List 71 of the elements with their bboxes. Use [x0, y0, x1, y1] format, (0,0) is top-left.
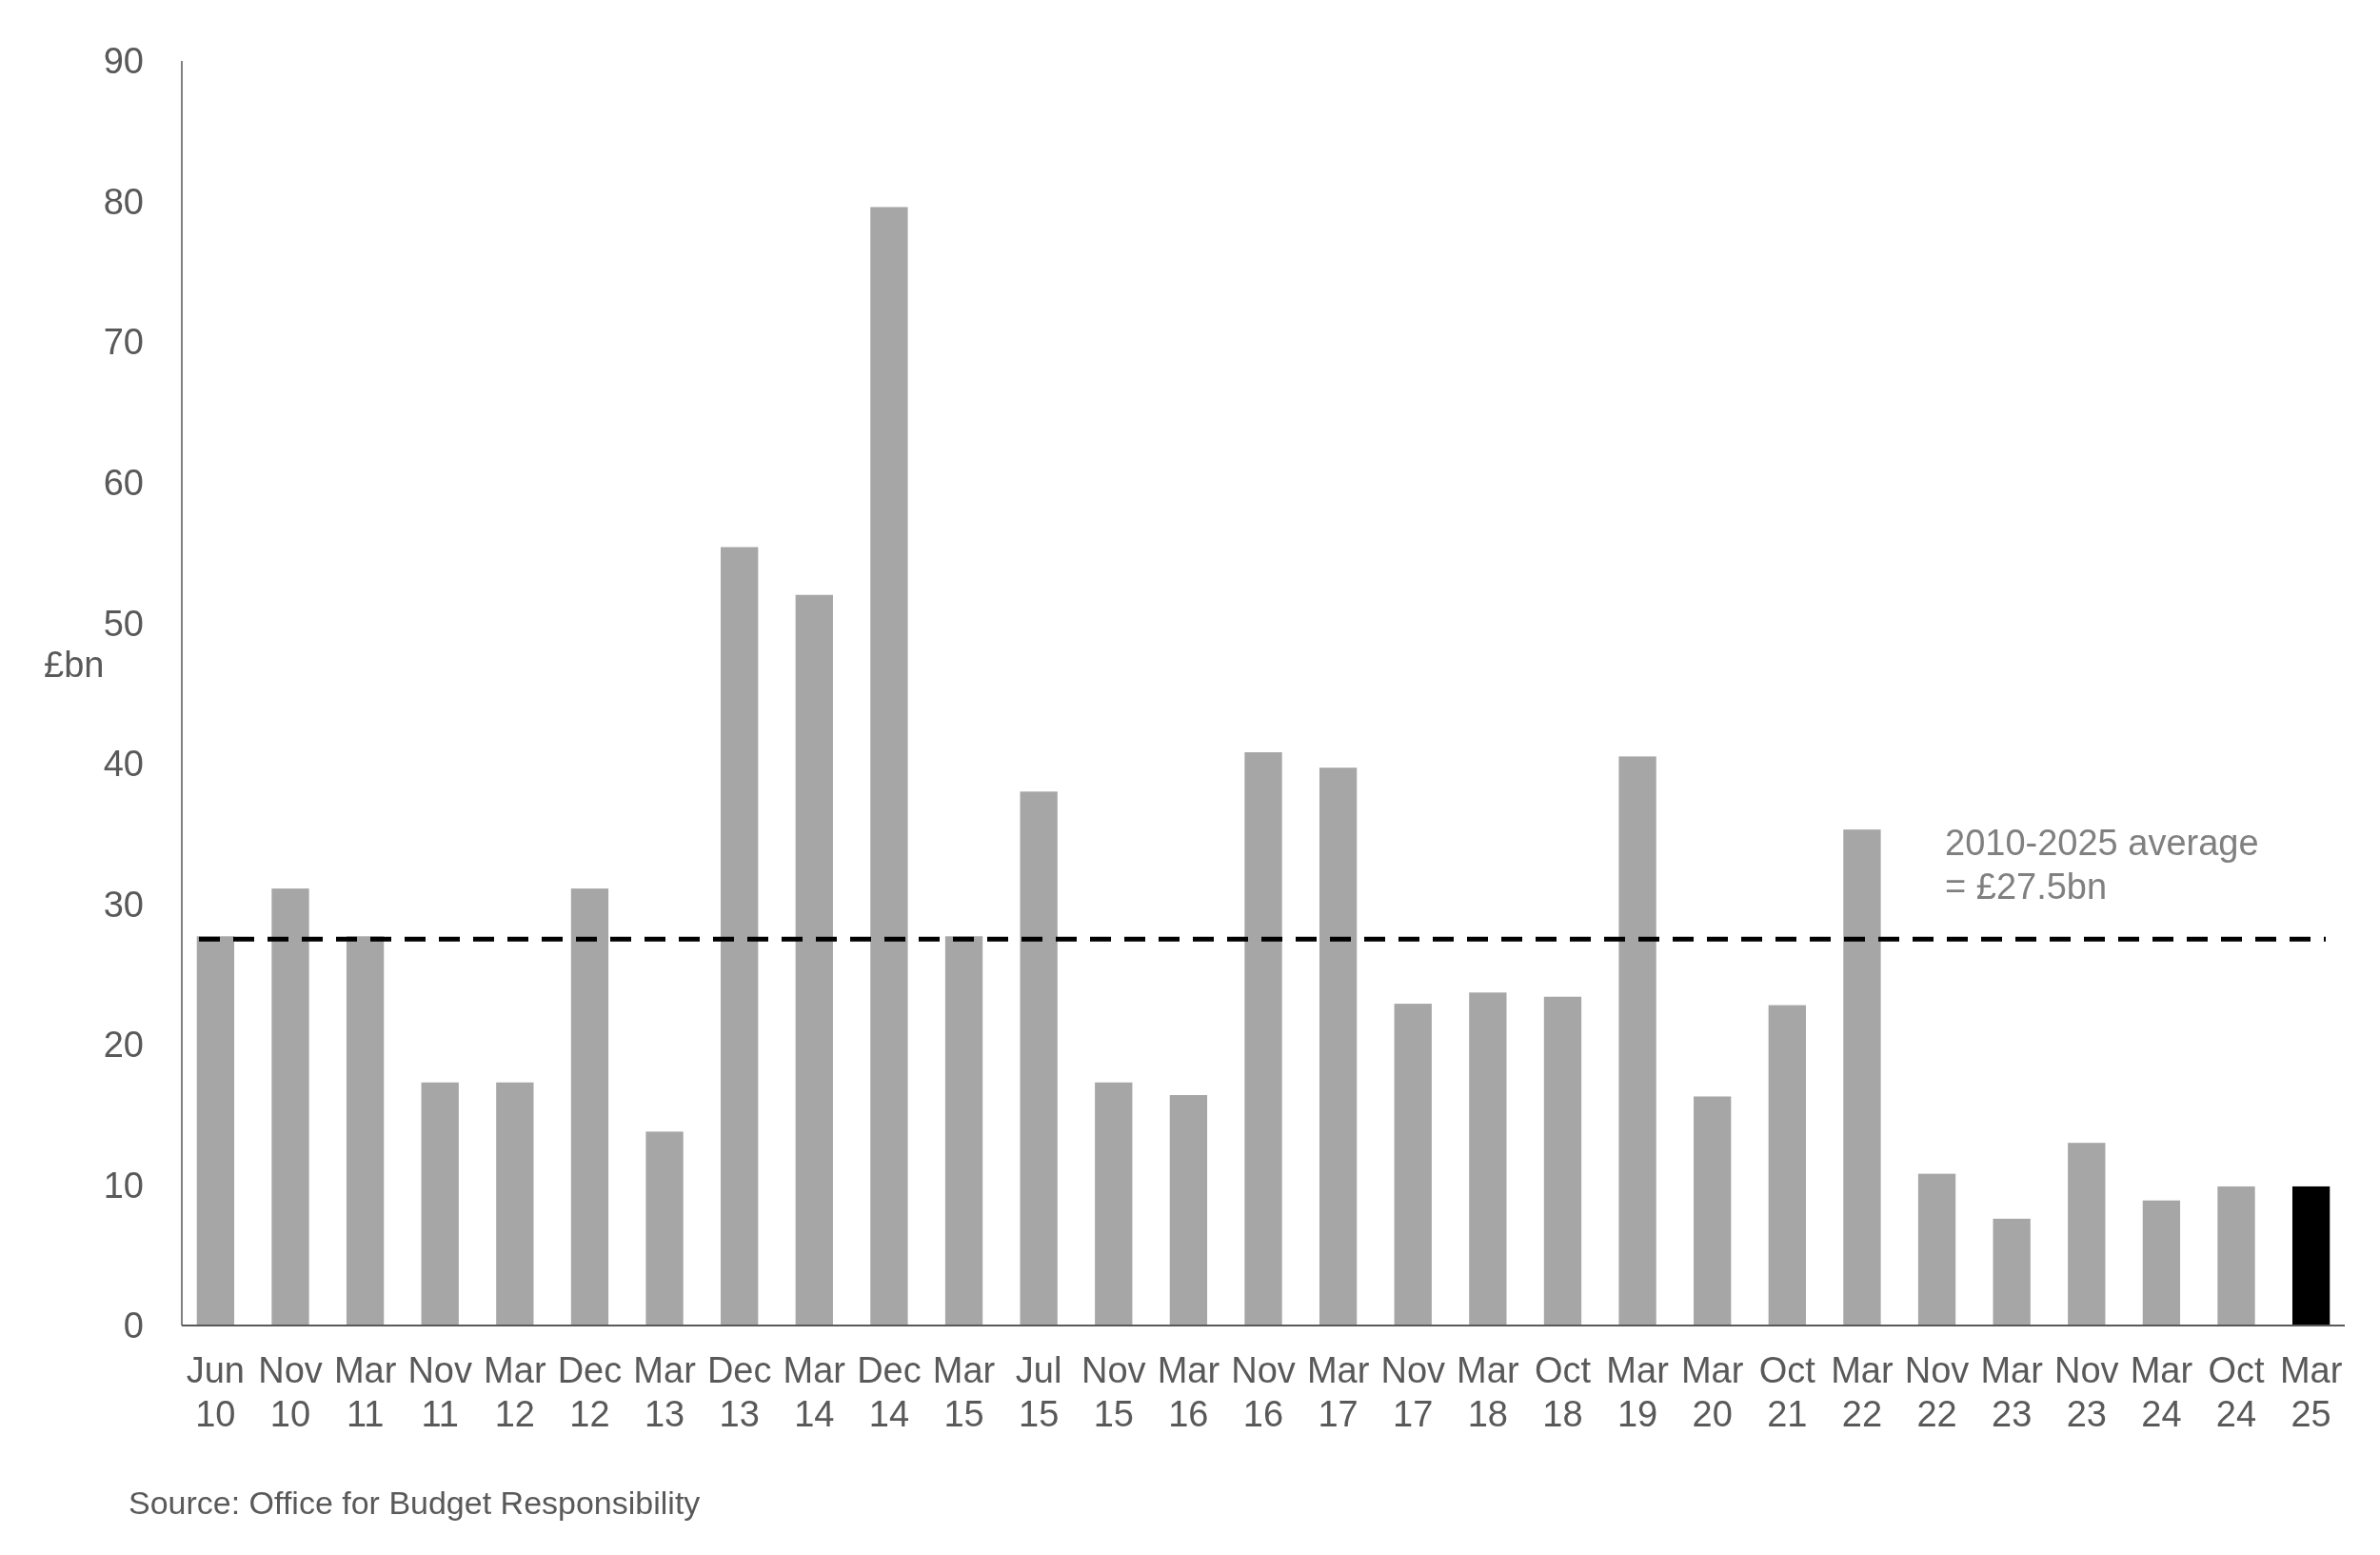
bar [1244, 751, 1282, 1326]
x-tick-label: Mar 22 [1831, 1350, 1894, 1434]
bar [1020, 791, 1058, 1326]
y-axis-title: £bn [44, 645, 105, 686]
x-tick-label: Oct 21 [1758, 1350, 1816, 1434]
bar [2142, 1200, 2181, 1326]
source-note: Source: Office for Budget Responsibility [129, 1485, 701, 1521]
x-tick-label: Mar 25 [2279, 1350, 2343, 1434]
x-tick-label: Dec 12 [557, 1350, 623, 1434]
y-tick-label: 90 [103, 41, 144, 82]
x-tick-label: Nov 15 [1081, 1350, 1146, 1434]
x-tick-label: Mar 13 [633, 1350, 697, 1434]
x-tick-label: Nov 17 [1380, 1350, 1446, 1434]
y-tick-label: 10 [103, 1165, 144, 1206]
bar [2068, 1143, 2106, 1326]
bar [1394, 1004, 1432, 1326]
y-tick-label: 30 [103, 884, 144, 925]
bar [421, 1082, 459, 1326]
x-tick-label: Oct 18 [1534, 1350, 1592, 1434]
x-tick-label: Mar 17 [1306, 1350, 1370, 1434]
x-tick-label: Mar 18 [1457, 1350, 1519, 1434]
x-tick-label: Mar 23 [1980, 1350, 2044, 1434]
x-tick-label: Jul 15 [1015, 1350, 1062, 1434]
x-tick-label: Dec 14 [857, 1350, 922, 1434]
x-tick-label: Mar 24 [2130, 1350, 2193, 1434]
bar [196, 936, 235, 1326]
bar [645, 1131, 684, 1326]
y-tick-label: 40 [103, 744, 144, 785]
bar [1319, 768, 1358, 1326]
x-tick-label: Mar 14 [783, 1350, 846, 1434]
x-tick-label: Mar 20 [1680, 1350, 1744, 1434]
bar [721, 547, 759, 1326]
y-tick-label: 50 [103, 603, 144, 644]
bar [496, 1082, 534, 1326]
x-tick-label: Mar 12 [484, 1350, 546, 1434]
x-tick-label: Nov 10 [258, 1350, 323, 1434]
y-tick-label: 20 [103, 1025, 144, 1066]
bar [1543, 996, 1582, 1326]
x-tick-label: Nov 11 [407, 1350, 473, 1434]
x-tick-label: Jun 10 [186, 1350, 246, 1434]
bar [570, 888, 609, 1326]
x-tick-label: Nov 16 [1231, 1350, 1296, 1434]
x-tick-label: Mar 15 [932, 1350, 996, 1434]
bar [944, 936, 983, 1326]
bar [795, 594, 833, 1326]
x-tick-label: Nov 23 [2053, 1350, 2119, 1434]
bar [1169, 1095, 1208, 1326]
x-tick-label: Dec 13 [706, 1350, 772, 1434]
bar [1917, 1173, 1956, 1326]
x-tick-label: Nov 22 [1904, 1350, 1970, 1434]
y-tick-label: 80 [103, 181, 144, 222]
bar [1843, 829, 1881, 1326]
bar [346, 936, 385, 1326]
x-tick-label: Mar 11 [333, 1350, 397, 1434]
y-tick-label: 70 [103, 322, 144, 363]
y-tick-label: 60 [103, 462, 144, 503]
bar [1618, 756, 1656, 1326]
x-tick-label: Oct 24 [2208, 1350, 2265, 1434]
bar [1993, 1218, 2031, 1326]
bar [2291, 1186, 2330, 1326]
x-tick-label: Mar 16 [1157, 1350, 1220, 1434]
x-tick-label: Mar 19 [1606, 1350, 1670, 1434]
bar [1694, 1096, 1732, 1326]
bar [2217, 1186, 2255, 1326]
ref-line-label: 2010-2025 average = £27.5bn [1945, 823, 2259, 907]
bar [1095, 1082, 1133, 1326]
bar [1768, 1005, 1806, 1326]
bar [870, 207, 908, 1326]
bar [1469, 992, 1507, 1326]
bar [271, 888, 309, 1326]
y-tick-label: 0 [123, 1306, 144, 1346]
